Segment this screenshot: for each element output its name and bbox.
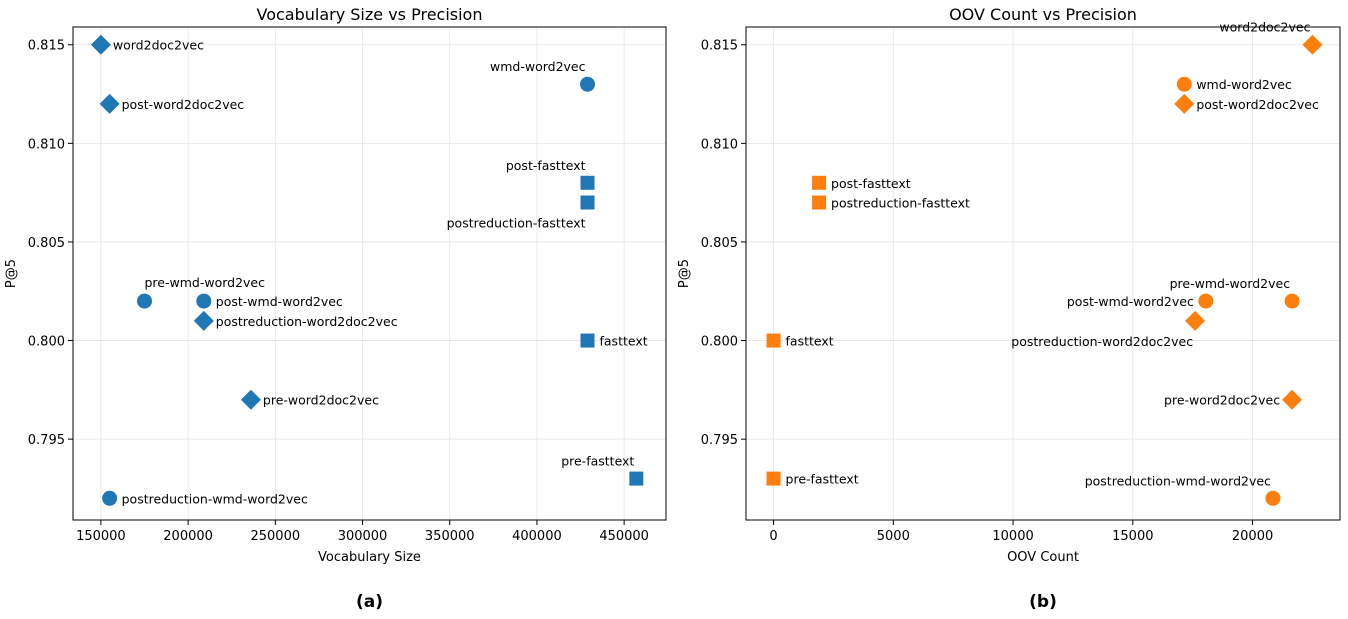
x-tick-label: 200000: [163, 529, 213, 544]
panel-caption: (b): [1029, 592, 1057, 612]
y-axis-label: P@5: [677, 259, 692, 288]
y-tick-label: 0.800: [28, 335, 65, 350]
chart-panel-b: 0 5000 10000 15000 20000 0.795 0.800 0.805 0.810…: [677, 5, 1341, 612]
data-point-diamond: [1174, 93, 1195, 114]
data-point-diamond: [1282, 389, 1303, 410]
data-point-circle: [580, 76, 596, 92]
plot-frame: [72, 26, 667, 521]
data-point-circle: [1198, 293, 1214, 309]
data-point-square: [766, 471, 781, 486]
plot-frame: [745, 26, 1341, 521]
data-point-square: [812, 195, 827, 210]
data-point-label: fasttext: [786, 334, 834, 349]
data-point-square: [580, 333, 595, 348]
data-point-label: postreduction-word2doc2vec: [216, 314, 398, 329]
panel-caption: (a): [356, 592, 383, 612]
data-point-label: post-wmd-word2vec: [216, 294, 343, 309]
data-point-diamond: [240, 389, 261, 410]
y-tick-label: 0.805: [28, 236, 65, 251]
data-point-label: postreduction-fasttext: [831, 196, 970, 211]
x-tick-label: 450000: [599, 529, 649, 544]
chart-title: Vocabulary Size vs Precision: [257, 5, 483, 24]
data-point-label: post-wmd-word2vec: [1067, 294, 1194, 309]
data-point-diamond: [193, 310, 214, 331]
data-point-circle: [1284, 293, 1300, 309]
data-point-square: [580, 195, 595, 210]
x-tick-label: 250000: [250, 529, 300, 544]
x-tick-label: 350000: [425, 529, 475, 544]
data-point-square: [580, 175, 595, 190]
data-point-label: wmd-word2vec: [1196, 77, 1292, 92]
data-point-label: post-fasttext: [831, 176, 911, 191]
x-tick-label: 20000: [1232, 529, 1273, 544]
data-point-label: pre-wmd-word2vec: [1170, 276, 1291, 291]
y-tick-label: 0.795: [28, 433, 65, 448]
x-tick-label: 10000: [992, 529, 1033, 544]
data-point-label: fasttext: [600, 334, 648, 349]
data-point-label: word2doc2vec: [1219, 20, 1310, 35]
data-point-circle: [137, 293, 153, 309]
data-point-circle: [1265, 490, 1281, 506]
y-tick-label: 0.810: [28, 137, 65, 152]
data-point-label: postreduction-wmd-word2vec: [122, 491, 308, 506]
data-point-square: [812, 175, 827, 190]
data-point-circle: [196, 293, 212, 309]
y-tick-label: 0.805: [701, 236, 738, 251]
x-tick-label: 300000: [338, 529, 388, 544]
data-point-label: post-word2doc2vec: [1196, 97, 1319, 112]
data-point-label: postreduction-fasttext: [447, 216, 586, 231]
data-point-circle: [102, 490, 118, 506]
data-point-diamond: [90, 34, 111, 55]
data-point-label: post-fasttext: [506, 158, 586, 173]
y-tick-label: 0.800: [701, 335, 738, 350]
data-point-square: [766, 333, 781, 348]
data-point-circle: [1176, 76, 1192, 92]
x-axis-label: Vocabulary Size: [318, 550, 421, 565]
x-tick-label: 15000: [1112, 529, 1153, 544]
data-point-diamond: [1185, 310, 1206, 331]
chart-panel-a: 150000 200000 250000 300000 350000 400000 4500…: [4, 5, 667, 612]
data-point-label: post-word2doc2vec: [122, 97, 245, 112]
data-point-label: wmd-word2vec: [490, 59, 586, 74]
y-tick-label: 0.795: [701, 433, 738, 448]
data-point-label: postreduction-wmd-word2vec: [1085, 473, 1271, 488]
y-tick-label: 0.815: [28, 39, 65, 54]
y-axis-label: P@5: [4, 259, 19, 288]
data-point-label: pre-word2doc2vec: [1164, 393, 1280, 408]
data-point-label: postreduction-word2doc2vec: [1011, 334, 1193, 349]
data-point-label: word2doc2vec: [113, 38, 204, 53]
data-point-label: pre-fasttext: [561, 454, 634, 469]
x-axis-label: OOV Count: [1007, 550, 1079, 565]
x-tick-label: 400000: [512, 529, 562, 544]
y-tick-label: 0.815: [701, 39, 738, 54]
data-point-label: pre-wmd-word2vec: [145, 275, 266, 290]
data-point-label: pre-fasttext: [786, 472, 859, 487]
x-tick-label: 0: [769, 529, 777, 544]
y-tick-label: 0.810: [701, 137, 738, 152]
data-point-square: [629, 471, 644, 486]
data-point-diamond: [1302, 34, 1323, 55]
data-point-label: pre-word2doc2vec: [263, 393, 379, 408]
data-point-diamond: [99, 93, 120, 114]
chart-title: OOV Count vs Precision: [949, 5, 1137, 24]
x-tick-label: 5000: [877, 529, 910, 544]
x-tick-label: 150000: [76, 529, 126, 544]
